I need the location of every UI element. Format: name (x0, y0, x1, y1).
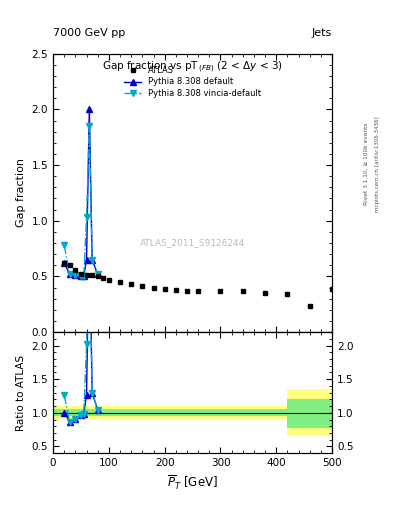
ATLAS (68, 262, 72, 268)
Line: Pythia 8.308 default: Pythia 8.308 default (61, 106, 101, 279)
Pythia 8.308 default (79, 273, 83, 280)
Line: ATLAS: ATLAS (62, 261, 334, 309)
ATLAS (95, 273, 100, 280)
ATLAS (140, 283, 145, 289)
ATLAS (101, 274, 106, 281)
Pythia 8.308 default (87, 106, 92, 113)
ATLAS (79, 271, 83, 278)
ATLAS (218, 288, 223, 294)
Pythia 8.308 vincia-default (62, 242, 66, 248)
ATLAS (118, 279, 122, 285)
Y-axis label: Ratio to ATLAS: Ratio to ATLAS (16, 354, 26, 431)
ATLAS (151, 285, 156, 291)
Pythia 8.308 vincia-default (87, 123, 92, 129)
Text: ATLAS_2011_S9126244: ATLAS_2011_S9126244 (140, 239, 245, 247)
Pythia 8.308 default (68, 271, 72, 278)
Y-axis label: Gap fraction: Gap fraction (16, 158, 26, 227)
ATLAS (173, 287, 178, 293)
Pythia 8.308 vincia-default (73, 272, 78, 279)
Pythia 8.308 vincia-default (68, 271, 72, 278)
Pythia 8.308 vincia-default (84, 215, 89, 221)
Text: 7000 GeV pp: 7000 GeV pp (53, 28, 125, 38)
Pythia 8.308 vincia-default (90, 257, 94, 263)
ATLAS (73, 267, 78, 273)
Pythia 8.308 vincia-default (79, 273, 83, 280)
ATLAS (196, 288, 200, 294)
ATLAS (62, 260, 66, 266)
Line: Pythia 8.308 vincia-default: Pythia 8.308 vincia-default (61, 123, 101, 279)
Pythia 8.308 default (90, 257, 94, 263)
Pythia 8.308 default (81, 273, 86, 280)
ATLAS (185, 288, 189, 294)
ATLAS (330, 286, 334, 292)
Pythia 8.308 vincia-default (81, 273, 86, 280)
Text: mcplots.cern.ch [arXiv:1306.3436]: mcplots.cern.ch [arXiv:1306.3436] (375, 116, 380, 211)
Pythia 8.308 default (84, 257, 89, 263)
ATLAS (263, 290, 268, 296)
Pythia 8.308 default (62, 260, 66, 266)
Text: Gap fraction vs pT$_{\,(FB)}$ (2 < $\Delta y$ < 3): Gap fraction vs pT$_{\,(FB)}$ (2 < $\Del… (102, 59, 283, 75)
Text: Jets: Jets (312, 28, 332, 38)
ATLAS (162, 286, 167, 292)
Pythia 8.308 vincia-default (95, 271, 100, 278)
Text: Rivet 3.1.10, ≥ 100k events: Rivet 3.1.10, ≥ 100k events (364, 122, 369, 205)
ATLAS (307, 304, 312, 310)
ATLAS (90, 272, 94, 279)
ATLAS (285, 291, 290, 297)
X-axis label: $\overline{P}_T$ [GeV]: $\overline{P}_T$ [GeV] (167, 474, 218, 492)
ATLAS (241, 288, 245, 294)
ATLAS (107, 276, 111, 283)
Pythia 8.308 default (95, 271, 100, 278)
Legend: ATLAS, Pythia 8.308 default, Pythia 8.308 vincia-default: ATLAS, Pythia 8.308 default, Pythia 8.30… (122, 63, 263, 100)
ATLAS (84, 272, 89, 279)
ATLAS (129, 281, 134, 287)
Pythia 8.308 default (73, 272, 78, 279)
